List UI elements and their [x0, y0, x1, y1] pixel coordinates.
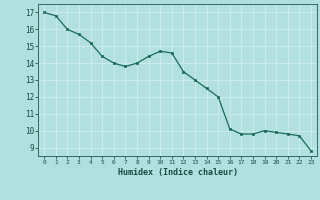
X-axis label: Humidex (Indice chaleur): Humidex (Indice chaleur)	[118, 168, 238, 177]
